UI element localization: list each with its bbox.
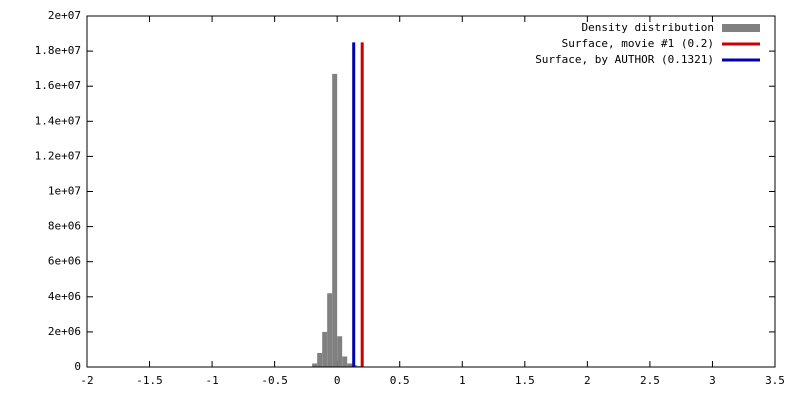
x-tick-label: 3 xyxy=(709,374,716,387)
y-tick-label: 2e+07 xyxy=(48,9,81,22)
x-tick-label: 1.5 xyxy=(515,374,535,387)
y-tick-label: 1.4e+07 xyxy=(35,114,81,127)
y-tick-label: 6e+06 xyxy=(48,255,81,268)
histogram-bar xyxy=(312,363,318,367)
x-tick-label: 2.5 xyxy=(640,374,660,387)
histogram-bar xyxy=(337,336,343,367)
x-tick-label: -0.5 xyxy=(261,374,288,387)
histogram-bar xyxy=(317,352,323,367)
x-tick-label: 1 xyxy=(459,374,466,387)
y-tick-label: 1.2e+07 xyxy=(35,149,81,162)
y-tick-label: 1.8e+07 xyxy=(35,44,81,57)
legend-swatch xyxy=(722,24,760,32)
histogram-bar xyxy=(342,356,348,367)
x-tick-label: 2 xyxy=(584,374,591,387)
histogram-bar xyxy=(322,331,328,367)
x-tick-label: -1 xyxy=(205,374,218,387)
legend-label: Surface, movie #1 (0.2) xyxy=(562,37,714,50)
y-tick-label: 4e+06 xyxy=(48,290,81,303)
x-tick-label: -1.5 xyxy=(136,374,163,387)
histogram-bar xyxy=(332,73,338,367)
x-tick-label: 3.5 xyxy=(765,374,785,387)
x-tick-label: -2 xyxy=(80,374,93,387)
histogram-bar xyxy=(327,293,333,367)
y-tick-label: 1e+07 xyxy=(48,185,81,198)
x-tick-label: 0 xyxy=(334,374,341,387)
y-tick-label: 0 xyxy=(74,360,81,373)
plot-border xyxy=(86,15,776,368)
y-tick-label: 8e+06 xyxy=(48,220,81,233)
legend-label: Surface, by AUTHOR (0.1321) xyxy=(535,53,714,66)
y-tick-label: 1.6e+07 xyxy=(35,79,81,92)
x-tick-label: 0.5 xyxy=(390,374,410,387)
histogram-bar xyxy=(347,363,353,367)
legend-label: Density distribution xyxy=(582,21,714,34)
y-tick-label: 2e+06 xyxy=(48,325,81,338)
